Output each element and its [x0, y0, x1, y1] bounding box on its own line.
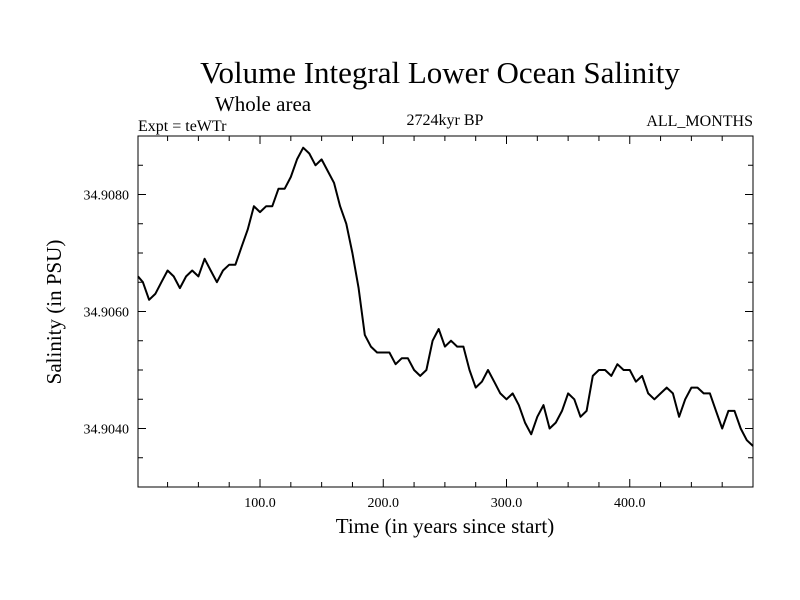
series-line — [137, 146, 754, 447]
x-axis-label: Time (in years since start) — [336, 514, 555, 538]
y-tick-label: 34.9060 — [84, 306, 130, 321]
x-axis-ticks: 100.0 200.0 300.0 400.0 — [167, 136, 723, 511]
x-tick-label: 400.0 — [614, 496, 646, 511]
chart-subtitle: Whole area — [215, 92, 312, 116]
x-tick-label: 100.0 — [244, 496, 276, 511]
period-label: 2724kyr BP — [407, 112, 484, 129]
y-tick-label: 34.9080 — [84, 189, 130, 204]
y-axis-ticks: 34.9040 34.9060 34.9080 — [84, 135, 753, 488]
experiment-label: Expt = teWTr — [138, 118, 227, 135]
x-tick-label: 200.0 — [368, 496, 400, 511]
months-label: ALL_MONTHS — [646, 113, 753, 130]
chart-title: Volume Integral Lower Ocean Salinity — [200, 55, 680, 90]
y-tick-label: 34.9040 — [84, 423, 130, 438]
plot-frame — [137, 135, 754, 488]
y-axis-label: Salinity (in PSU) — [42, 240, 66, 385]
series-layer — [137, 146, 754, 447]
x-tick-label: 300.0 — [491, 496, 523, 511]
